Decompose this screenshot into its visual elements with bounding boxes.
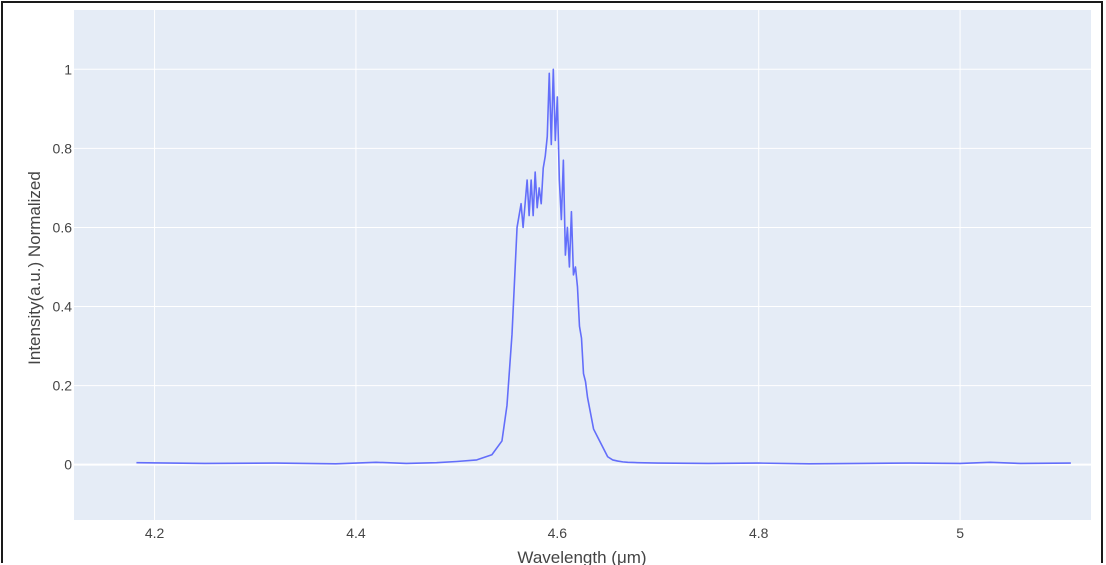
x-tick-label: 4.8 <box>749 525 769 541</box>
x-tick-label: 4.6 <box>548 525 568 541</box>
x-axis-title: Wavelength (μm) <box>517 548 646 565</box>
x-tick-label: 5 <box>956 525 964 541</box>
y-axis-title: Intensity(a.u.) Normalized <box>25 171 44 365</box>
x-tick-label: 4.2 <box>145 525 165 541</box>
series-line <box>136 68 1071 465</box>
x-tick-label: 4.4 <box>346 525 366 541</box>
y-tick-label: 0.8 <box>53 140 73 156</box>
y-axis-ticks: 0 0.2 0.4 0.6 0.8 1 <box>53 61 73 472</box>
y-tick-label: 0 <box>64 457 72 473</box>
y-tick-label: 0.6 <box>53 219 73 235</box>
y-tick-label: 0.2 <box>53 378 73 394</box>
y-tick-label: 0.4 <box>53 299 73 315</box>
grid <box>74 10 1091 520</box>
plot-area <box>74 10 1091 520</box>
x-axis-ticks: 4.2 4.4 4.6 4.8 5 <box>145 525 964 541</box>
y-tick-label: 1 <box>64 61 72 77</box>
